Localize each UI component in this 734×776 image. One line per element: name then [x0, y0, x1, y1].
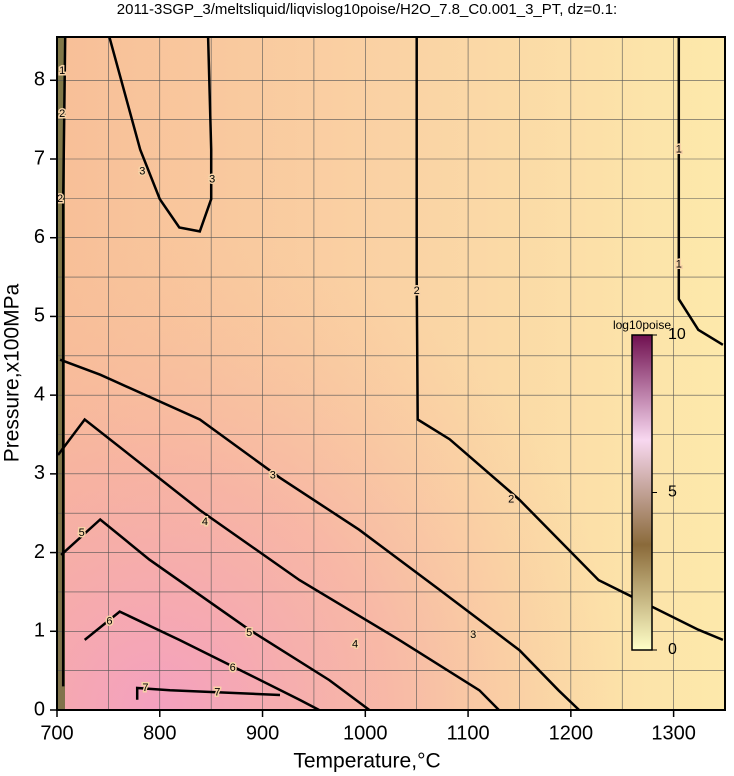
contour-label: 5 — [79, 527, 85, 539]
contour-line — [135, 686, 281, 700]
colorbar-tick-label: 10 — [668, 326, 686, 343]
frame — [56, 36, 726, 711]
y-tick-label: 4 — [34, 383, 45, 405]
chart-title: 2011-3SGP_3/meltsliquid/liqvislog10poise… — [117, 1, 617, 18]
x-tick-label: 1300 — [651, 722, 696, 744]
contour-label: 3 — [139, 166, 145, 178]
contour-label: 2 — [414, 285, 420, 297]
contour-label: 1 — [676, 143, 682, 155]
contour-label: 7 — [214, 687, 220, 699]
x-tick-label: 1000 — [343, 722, 388, 744]
contour-label: 2 — [508, 494, 514, 506]
x-tick-label: 900 — [246, 722, 279, 744]
contour-label: 1 — [676, 258, 682, 270]
y-tick-label: 2 — [34, 541, 45, 563]
contour-label: 4 — [352, 639, 358, 651]
x-axis-label: Temperature,°C — [293, 750, 440, 773]
contour-label: 2 — [57, 193, 63, 205]
contours — [57, 37, 724, 710]
y-tick-label: 7 — [34, 147, 45, 169]
y-tick-label: 1 — [34, 620, 45, 642]
x-tick-label: 800 — [143, 722, 176, 744]
contour-line — [60, 517, 371, 710]
x-tick-label: 1100 — [447, 722, 490, 744]
y-tick-label: 5 — [34, 305, 45, 327]
colorbar-tick-label: 5 — [668, 484, 677, 501]
y-tick-label: 0 — [34, 698, 45, 720]
plot-area — [57, 37, 725, 710]
y-tick-label: 3 — [34, 462, 45, 484]
contour-line — [415, 37, 724, 642]
contour-labels: 3 3 2 1 1 3 2 4 5 6 5 4 3 6 7 7 1 2 2 — [56, 63, 684, 700]
edge-band — [57, 37, 65, 710]
contour-label: 3 — [270, 469, 276, 481]
contour-label: 4 — [202, 516, 208, 528]
contour-label: 2 — [59, 108, 65, 120]
colorbar-fill — [631, 334, 653, 651]
contour-label: 6 — [230, 662, 236, 674]
y-axis-label: Pressure,x100MPa — [1, 283, 24, 462]
contour-label: 1 — [59, 65, 65, 77]
contour-label: 3 — [209, 173, 215, 185]
colorbar-label: log10poise — [613, 318, 671, 332]
contour-label: 3 — [470, 629, 476, 641]
contour-label: 6 — [106, 616, 112, 628]
contour-line — [59, 358, 580, 710]
contour-line — [677, 37, 724, 346]
background-shade — [57, 37, 725, 710]
contour-line — [57, 417, 500, 710]
colorbar-tick-label: 0 — [668, 641, 677, 658]
contour-line — [61, 37, 67, 687]
contour-line — [108, 37, 213, 233]
contour-label: 5 — [246, 627, 252, 639]
contour-label: 7 — [142, 682, 148, 694]
y-tick-label: 8 — [34, 69, 45, 91]
y-tick-label: 6 — [34, 226, 45, 248]
contour-line — [83, 610, 320, 710]
x-tick-label: 700 — [40, 722, 73, 744]
x-tick-label: 1200 — [549, 722, 594, 744]
